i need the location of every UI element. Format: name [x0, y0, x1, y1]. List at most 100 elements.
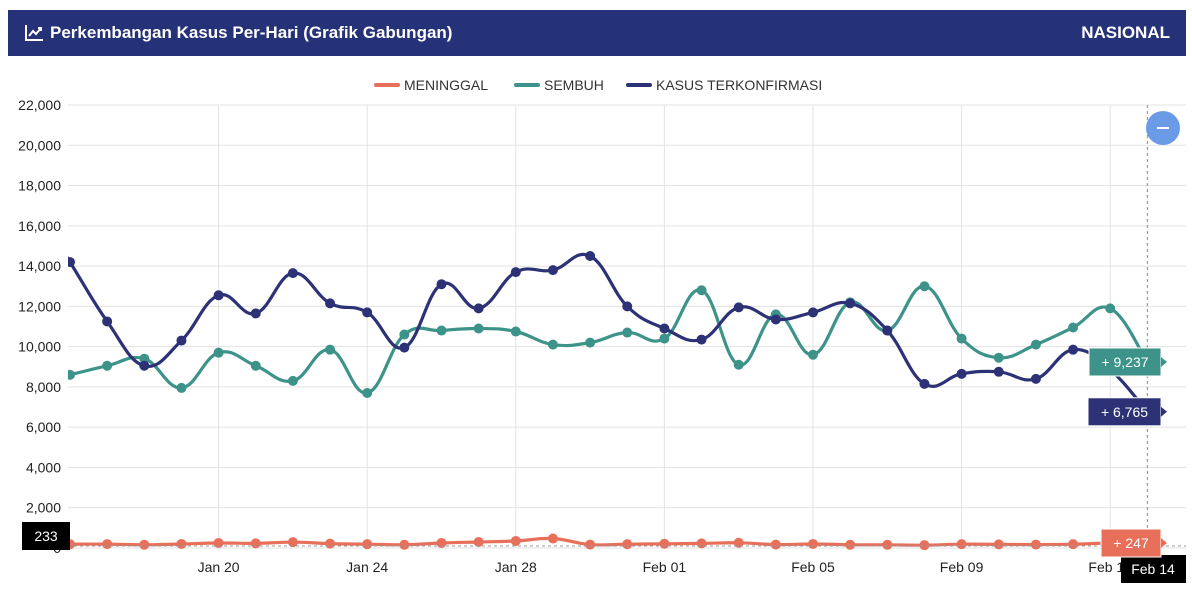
tooltip-sembuh: + 9,237: [1088, 347, 1167, 377]
data-point-sembuh: [1068, 322, 1079, 333]
region-label: NASIONAL: [1081, 23, 1170, 42]
y-tick-label: 16,000: [18, 218, 61, 234]
data-point-terkonfirmasi: [845, 298, 856, 309]
y-tick-label: 14,000: [18, 258, 61, 274]
data-point-terkonfirmasi: [176, 335, 187, 346]
data-point-terkonfirmasi: [547, 265, 558, 276]
data-point-meninggal: [659, 538, 670, 549]
data-point-terkonfirmasi: [919, 378, 930, 389]
x-tick-label: Jan 20: [198, 559, 240, 575]
x-tick-label: Feb 01: [643, 559, 687, 575]
data-point-meninggal: [399, 539, 410, 550]
y-tick-label: 18,000: [18, 178, 61, 194]
data-point-sembuh: [622, 327, 633, 338]
data-point-terkonfirmasi: [362, 307, 373, 318]
tooltip-pointer-meninggal: [1161, 538, 1167, 549]
data-point-terkonfirmasi: [213, 290, 224, 301]
data-point-sembuh: [139, 353, 150, 364]
line-chart-icon: [25, 25, 43, 41]
data-point-terkonfirmasi: [956, 368, 967, 379]
data-point-terkonfirmasi: [993, 366, 1004, 377]
data-point-meninggal: [436, 537, 447, 548]
data-point-meninggal: [993, 539, 1004, 550]
tooltip-text-sembuh: + 9,237: [1101, 354, 1148, 370]
data-point-meninggal: [547, 533, 558, 544]
data-point-terkonfirmasi: [733, 302, 744, 313]
data-point-terkonfirmasi: [510, 267, 521, 278]
header-title-group: Perkembangan Kasus Per-Hari (Grafik Gabu…: [24, 10, 452, 56]
x-tick-label: Feb 09: [940, 559, 984, 575]
data-point-meninggal: [1030, 539, 1041, 550]
data-point-sembuh: [956, 333, 967, 344]
data-point-sembuh: [473, 323, 484, 334]
legend-item-terkonfirmasi: KASUS TERKONFIRMASI: [656, 77, 822, 93]
y-tick-label: 2,000: [26, 500, 61, 516]
data-point-sembuh: [250, 360, 261, 371]
data-point-meninggal: [250, 538, 261, 549]
y-tick-label: 12,000: [18, 298, 61, 314]
y-tick-label: 4,000: [26, 459, 61, 475]
data-point-terkonfirmasi: [696, 334, 707, 345]
data-point-sembuh: [993, 352, 1004, 363]
y-tick-label: 20,000: [18, 137, 61, 153]
tooltip-text-meninggal: + 247: [1113, 535, 1149, 551]
tooltip-pointer-sembuh: [1161, 357, 1167, 368]
y-tick-label: 22,000: [18, 97, 61, 113]
data-point-terkonfirmasi: [808, 307, 818, 318]
zoom-out-button[interactable]: [1146, 111, 1180, 145]
data-point-terkonfirmasi: [399, 342, 410, 353]
data-point-terkonfirmasi: [622, 301, 633, 312]
data-point-meninggal: [696, 538, 707, 549]
data-point-terkonfirmasi: [68, 257, 75, 268]
tooltip-meninggal: + 247: [1100, 528, 1167, 558]
tooltip-pointer-terkonfirmasi: [1161, 406, 1167, 417]
data-point-terkonfirmasi: [659, 323, 670, 334]
tooltip-box-sembuh: [1088, 347, 1162, 377]
data-point-sembuh: [547, 339, 558, 350]
data-point-terkonfirmasi: [1068, 344, 1079, 355]
data-point-meninggal: [102, 539, 113, 550]
grid-lines: 02,0004,0006,0008,00010,00012,00014,0001…: [18, 97, 1186, 575]
tooltip-text-terkonfirmasi: + 6,765: [1101, 404, 1148, 420]
crosshair: 233 Feb 14 + 9,237 + 6,765 + 247: [22, 105, 1186, 583]
data-point-terkonfirmasi: [250, 308, 261, 319]
x-tick-label: Feb 05: [791, 559, 835, 575]
data-point-meninggal: [213, 537, 224, 548]
x-tick-label: Jan 24: [346, 559, 388, 575]
data-point-meninggal: [956, 539, 967, 550]
tooltip-box-terkonfirmasi: [1087, 397, 1162, 427]
data-point-meninggal: [1068, 539, 1079, 550]
crosshair-y-label: 233: [34, 528, 58, 544]
data-point-sembuh: [696, 285, 707, 296]
data-point-meninggal: [473, 536, 484, 547]
data-point-meninggal: [287, 537, 298, 548]
data-point-sembuh: [510, 326, 521, 337]
data-point-meninggal: [845, 539, 856, 550]
y-tick-label: 8,000: [26, 379, 61, 395]
x-tick-label: Jan 28: [495, 559, 537, 575]
crosshair-x-label-box: [1121, 555, 1186, 583]
tooltip-terkonfirmasi: + 6,765: [1087, 397, 1167, 427]
data-point-sembuh: [1030, 339, 1041, 350]
data-point-sembuh: [733, 359, 744, 370]
y-tick-label: 10,000: [18, 339, 61, 355]
data-point-sembuh: [436, 325, 447, 336]
data-point-meninggal: [770, 539, 781, 550]
data-point-terkonfirmasi: [882, 325, 893, 336]
data-point-meninggal: [176, 538, 187, 549]
chart-header: Perkembangan Kasus Per-Hari (Grafik Gabu…: [8, 10, 1186, 56]
series-sembuh: [68, 281, 1155, 398]
data-point-terkonfirmasi: [1030, 373, 1041, 384]
data-point-meninggal: [362, 539, 373, 550]
legend: MENINGGAL SEMBUH KASUS TERKONFIRMASI: [374, 77, 822, 93]
data-point-meninggal: [622, 539, 633, 550]
data-point-terkonfirmasi: [473, 303, 484, 314]
data-point-sembuh: [808, 349, 818, 360]
legend-item-meninggal: MENINGGAL: [404, 77, 488, 93]
data-point-sembuh: [919, 281, 930, 292]
data-point-meninggal: [510, 535, 521, 546]
data-point-meninggal: [325, 538, 336, 549]
legend-item-sembuh: SEMBUH: [544, 77, 604, 93]
data-point-terkonfirmasi: [770, 314, 781, 325]
data-point-sembuh: [176, 382, 187, 393]
